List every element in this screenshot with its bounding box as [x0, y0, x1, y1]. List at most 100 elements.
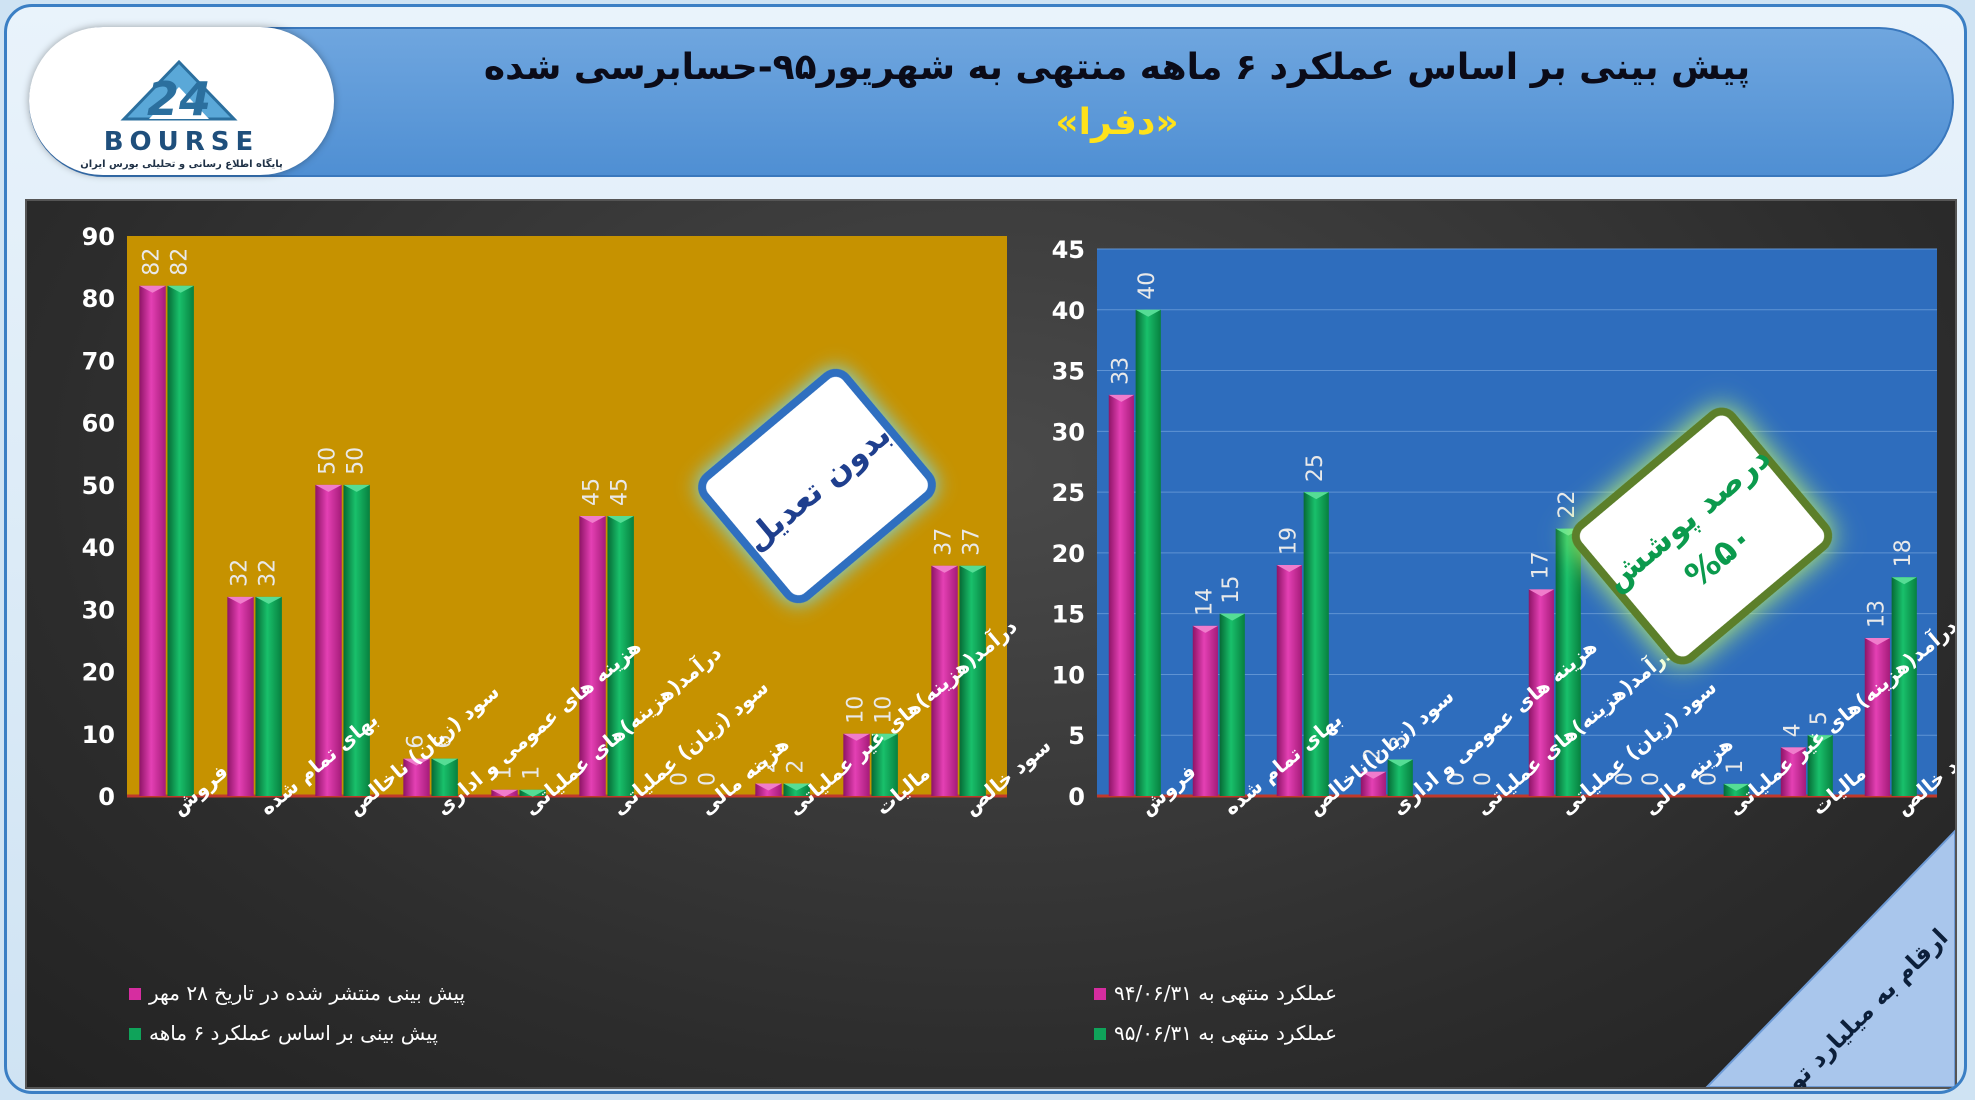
bar-cap — [783, 783, 810, 791]
data-label: 1 — [520, 766, 545, 780]
bar-green — [1807, 735, 1833, 796]
logo-word: BOURSE — [103, 127, 260, 157]
y-tick-label: 80 — [82, 285, 115, 313]
bar-magenta — [1276, 565, 1302, 796]
bar-cap — [1219, 613, 1245, 621]
bar-magenta — [1528, 589, 1554, 796]
bar-green — [871, 733, 898, 796]
bar-green — [343, 484, 370, 796]
bar-magenta — [843, 733, 870, 796]
legend-label: پیش بینی منتشر شده در تاریخ ۲۸ مهر — [148, 981, 465, 1006]
data-label: 1 — [1723, 760, 1748, 774]
logo-subtitle: پایگاه اطلاع رسانی و تحلیلی بورس ایران — [80, 159, 283, 170]
bar-green — [167, 285, 194, 796]
data-label: 32 — [256, 559, 281, 587]
bar-cap — [931, 565, 958, 573]
legend-swatch — [129, 1028, 141, 1040]
data-label: 17 — [1528, 551, 1553, 579]
data-label: 2 — [784, 760, 809, 774]
bar-green — [959, 565, 986, 796]
bar-cap — [579, 516, 606, 523]
y-tick-label: 90 — [82, 223, 115, 251]
data-label: 6 — [432, 735, 457, 749]
y-tick-label: 10 — [82, 721, 115, 749]
y-tick-label: 25 — [1052, 479, 1085, 507]
data-label: 0 — [1639, 772, 1664, 786]
data-label: 1 — [492, 766, 517, 780]
bar-cap — [315, 484, 342, 492]
bar-cap — [1135, 309, 1161, 317]
page-title: پیش بینی بر اساس عملکرد ۶ ماهه منتهی به … — [483, 47, 1751, 88]
corner-note: ارقام به میلیارد تومان — [1705, 829, 1955, 1087]
bar-magenta — [227, 596, 254, 796]
bar-magenta — [931, 565, 958, 796]
annotation-left: بدون تعدیل — [698, 368, 936, 604]
legend-swatch — [1094, 988, 1106, 1000]
y-tick-label: 20 — [82, 659, 115, 687]
bar-green — [1555, 528, 1581, 796]
bar-cap — [871, 733, 898, 741]
data-label: 82 — [168, 248, 193, 276]
header-banner — [29, 27, 1954, 177]
bar-cap — [167, 285, 194, 293]
data-label: 40 — [1135, 272, 1160, 300]
logo-mark-icon: 24 — [120, 59, 238, 126]
data-label: 37 — [932, 528, 957, 556]
bar-magenta — [1864, 637, 1890, 796]
y-tick-label: 5 — [1068, 722, 1085, 750]
data-label: 33 — [1108, 357, 1133, 385]
data-label: 4 — [1780, 723, 1805, 737]
y-tick-label: 35 — [1052, 358, 1085, 386]
chart-1: 0102030405060708090823250614502103782325… — [82, 223, 1056, 1046]
bar-cap — [1192, 625, 1218, 633]
data-label: 50 — [316, 447, 341, 475]
data-label: 0 — [668, 772, 693, 786]
charts-svg: 0102030405060708090823250614502103782325… — [82, 223, 1955, 1087]
data-label: 22 — [1555, 491, 1580, 519]
legend-label: پیش بینی بر اساس عملکرد ۶ ماهه — [149, 1021, 438, 1046]
data-label: 13 — [1864, 600, 1889, 628]
page-subtitle: «دفرا» — [1055, 102, 1179, 143]
data-label: 15 — [1219, 576, 1244, 604]
bar-cap — [1303, 492, 1329, 500]
y-tick-label: 45 — [1052, 236, 1085, 264]
data-label: 0 — [1471, 772, 1496, 786]
legend-label: عملکرد منتهی به ۹۴/۰۶/۳۱ — [1114, 981, 1337, 1005]
bar-cap — [755, 783, 782, 791]
data-label: 0 — [1696, 772, 1721, 786]
data-label: 6 — [404, 735, 429, 749]
bar-cap — [1864, 637, 1890, 645]
bar-cap — [139, 285, 166, 293]
bar-cap — [255, 596, 282, 604]
bar-cap — [843, 733, 870, 741]
bar-cap — [1528, 589, 1554, 597]
data-label: 25 — [1303, 454, 1328, 482]
legend-swatch — [129, 988, 141, 1000]
bar-magenta — [1192, 625, 1218, 796]
y-tick-label: 30 — [1052, 418, 1085, 446]
data-label: 0 — [1612, 772, 1637, 786]
data-label: 3 — [1387, 736, 1412, 750]
bar-cap — [959, 565, 986, 573]
y-tick-label: 60 — [82, 410, 115, 438]
data-label: 45 — [608, 478, 633, 506]
bar-green — [1891, 577, 1917, 796]
bar-cap — [403, 758, 430, 766]
y-tick-label: 40 — [1052, 297, 1085, 325]
bar-magenta — [579, 516, 606, 796]
bar-cap — [1780, 747, 1806, 755]
bar-cap — [431, 758, 458, 766]
y-tick-label: 20 — [1052, 540, 1085, 568]
bar-green — [1219, 613, 1245, 796]
bar-cap — [1108, 394, 1134, 402]
svg-text:24: 24 — [147, 72, 211, 126]
annotation-box — [698, 368, 936, 604]
data-label: 32 — [228, 559, 253, 587]
y-tick-label: 15 — [1052, 601, 1085, 629]
data-label: 0 — [696, 772, 721, 786]
bar-cap — [343, 484, 370, 492]
bar-magenta — [315, 484, 342, 796]
bar-cap — [1723, 783, 1749, 791]
data-label: 0 — [1444, 772, 1469, 786]
annotation-box — [1571, 407, 1833, 665]
